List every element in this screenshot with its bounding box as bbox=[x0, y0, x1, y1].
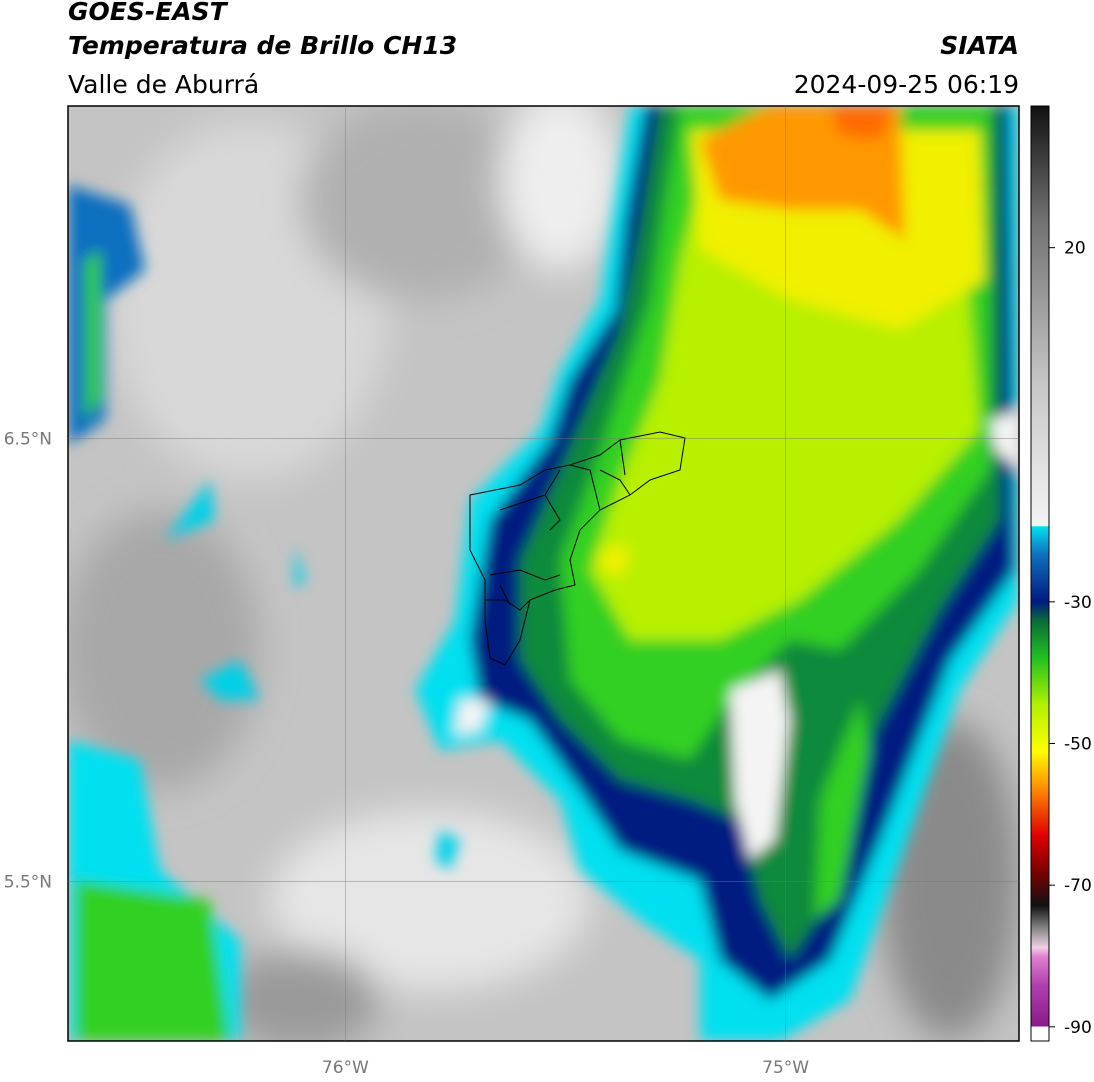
colorbar-label: -90 bbox=[1064, 1018, 1092, 1038]
lon-label: 76°W bbox=[322, 1058, 369, 1078]
colorbar-label: -50 bbox=[1064, 735, 1092, 755]
timestamp: 2024-09-25 06:19 bbox=[794, 70, 1019, 99]
lat-label: 5.5°N bbox=[4, 872, 52, 892]
colorbar-label: 20 bbox=[1064, 239, 1086, 259]
map-frame bbox=[67, 105, 1020, 1042]
satellite-image bbox=[68, 106, 1019, 1041]
agency: SIATA bbox=[940, 31, 1019, 60]
lat-label: 6.5°N bbox=[4, 429, 52, 449]
municipal-boundaries bbox=[469, 431, 686, 666]
title: GOES-EAST bbox=[68, 0, 229, 26]
colorbar-label: -70 bbox=[1064, 876, 1092, 896]
colorbar-label: -30 bbox=[1064, 593, 1092, 613]
region: Valle de Aburrá bbox=[68, 70, 259, 99]
lon-label: 75°W bbox=[762, 1058, 809, 1078]
colorbar bbox=[1030, 105, 1050, 1042]
subtitle: Temperatura de Brillo CH13 bbox=[68, 31, 457, 60]
